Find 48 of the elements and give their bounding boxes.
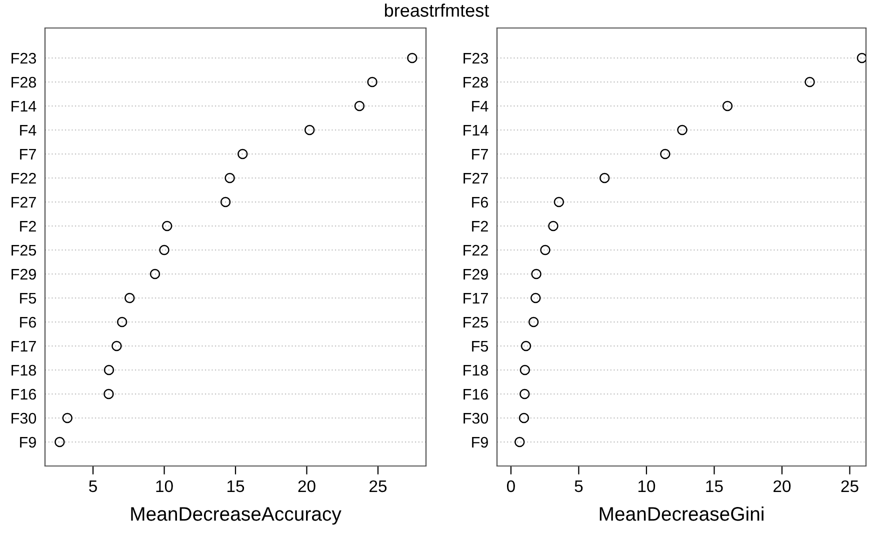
y-tick-label: F17 — [464, 293, 488, 304]
x-tick-label: 20 — [298, 480, 316, 492]
y-tick-label: F7 — [472, 149, 488, 160]
x-tick-label: 15 — [228, 480, 244, 492]
y-tick-label: F28 — [464, 76, 488, 88]
y-tick-label: F9 — [20, 436, 36, 448]
y-tick-label: F27 — [12, 196, 36, 208]
y-tick-label: F25 — [464, 316, 488, 328]
y-tick-label: F5 — [472, 341, 488, 352]
y-tick-label: F16 — [464, 388, 488, 400]
x-axis-title: MeanDecreaseAccuracy — [131, 507, 342, 525]
y-tick-label: F16 — [12, 388, 36, 400]
y-tick-label: F28 — [12, 76, 36, 88]
y-tick-label: F22 — [464, 244, 488, 256]
x-tick-label: 5 — [89, 480, 97, 492]
y-tick-label: F27 — [464, 172, 488, 184]
y-tick-label: F22 — [12, 172, 36, 184]
y-tick-label: F18 — [12, 364, 36, 376]
y-tick-label: F23 — [464, 52, 488, 64]
y-tick-label: F2 — [472, 220, 488, 232]
y-tick-label: F7 — [20, 149, 36, 160]
y-tick-label: F14 — [12, 101, 36, 112]
y-tick-label: F30 — [12, 412, 36, 424]
x-tick-label: 0 — [506, 480, 515, 492]
x-tick-label: 10 — [156, 480, 173, 492]
y-tick-label: F30 — [464, 412, 488, 424]
x-tick-label: 25 — [370, 480, 387, 492]
x-tick-label: 5 — [574, 480, 583, 492]
y-tick-label: F4 — [20, 125, 36, 136]
x-axis-title: MeanDecreaseGini — [600, 506, 764, 521]
y-tick-label: F18 — [464, 364, 488, 376]
x-tick-label: 20 — [774, 480, 791, 492]
y-tick-label: F25 — [12, 244, 36, 256]
y-tick-label: F2 — [20, 220, 36, 232]
x-tick-label: 25 — [841, 480, 858, 492]
y-tick-label: F6 — [472, 196, 488, 208]
y-tick-label: F5 — [20, 293, 36, 304]
y-tick-label: F9 — [472, 436, 488, 448]
chart-title: breastrfmtest — [384, 4, 490, 17]
y-tick-label: F4 — [472, 101, 488, 112]
y-tick-label: F6 — [20, 316, 36, 328]
y-tick-label: F23 — [12, 52, 36, 64]
y-tick-label: F29 — [12, 268, 36, 280]
y-tick-label: F29 — [464, 268, 488, 280]
x-tick-label: 15 — [706, 480, 723, 492]
y-tick-label: F14 — [464, 125, 488, 136]
y-tick-label: F17 — [12, 341, 36, 352]
x-tick-label: 10 — [638, 480, 656, 492]
